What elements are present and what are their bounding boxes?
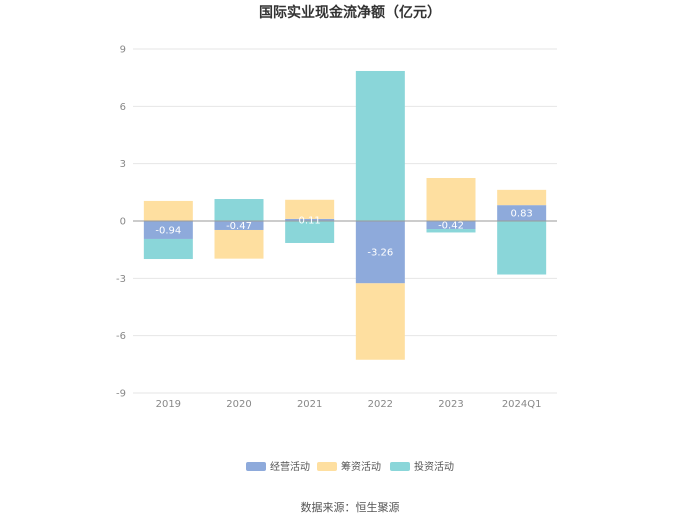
bar-segment [426, 229, 476, 233]
x-tick-label: 2022 [368, 399, 393, 410]
source-text: 数据来源：恒生聚源 [301, 500, 400, 514]
y-tick-label: 6 [120, 102, 126, 113]
bar-segment [497, 205, 547, 221]
y-tick-label: -9 [116, 389, 126, 400]
data-label: -0.94 [155, 225, 181, 236]
x-tick-label: 2021 [297, 399, 322, 410]
x-tick-label: 2024Q1 [502, 399, 542, 410]
bar-segment [426, 178, 476, 221]
y-tick-label: 3 [120, 159, 126, 170]
bar-segment [214, 229, 264, 259]
bar-segment [285, 199, 335, 219]
data-label: -0.42 [438, 221, 464, 232]
legend-label: 投资活动 [414, 460, 454, 473]
y-tick-label: 9 [120, 45, 126, 56]
bars [143, 70, 547, 360]
bar-segment [497, 221, 547, 275]
legend: 经营活动 筹资活动 投资活动 [246, 460, 454, 473]
bar-segment [285, 218, 335, 221]
x-tick-label: 2019 [156, 399, 181, 410]
y-tick-label: -3 [116, 274, 126, 285]
bar-segment [214, 221, 264, 230]
grid-lines [133, 48, 557, 394]
bar-segment [285, 221, 335, 243]
y-axis: 9 6 3 0 -3 -6 -9 [116, 45, 126, 400]
legend-swatch [246, 462, 266, 471]
bar-segment [143, 221, 193, 239]
bar-segment [143, 238, 193, 260]
x-tick-label: 2023 [438, 399, 463, 410]
bar-segment [214, 199, 264, 221]
data-label: 0.83 [511, 209, 533, 220]
chart-title: 国际实业现金流净额（亿元） [259, 4, 441, 21]
y-tick-label: -6 [116, 331, 126, 342]
bar-segment [143, 200, 193, 221]
x-axis: 2019 2020 2021 2022 2023 2024Q1 [156, 399, 542, 410]
legend-label: 经营活动 [270, 460, 310, 473]
bar-segment [355, 283, 405, 360]
data-label: -3.26 [367, 248, 393, 259]
bar-segment [497, 189, 547, 206]
bar-segment [355, 70, 405, 221]
legend-swatch [317, 462, 337, 471]
data-label: -0.47 [226, 221, 252, 232]
data-label: 0.11 [299, 215, 321, 226]
bar-segment [426, 221, 476, 230]
bar-segment [355, 221, 405, 284]
legend-label: 筹资活动 [341, 460, 381, 473]
legend-swatch [390, 462, 410, 471]
data-labels: -0.94 -0.47 0.11 -3.26 -0.42 0.83 [155, 209, 532, 259]
y-tick-label: 0 [120, 217, 126, 228]
x-tick-label: 2020 [226, 399, 251, 410]
